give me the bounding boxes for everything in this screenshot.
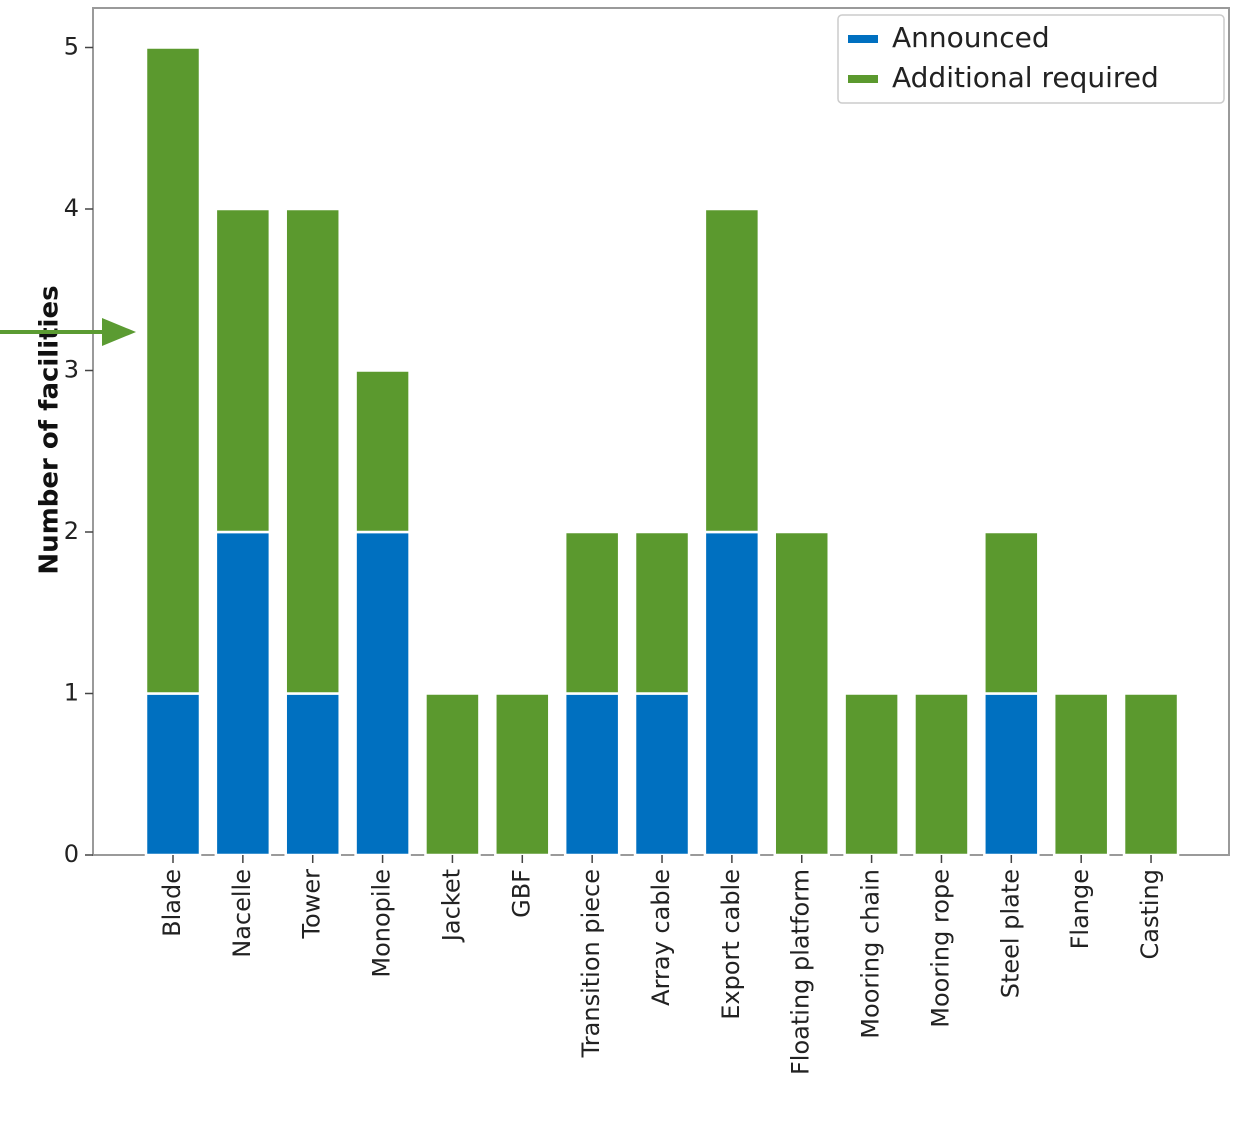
x-tick-label: Casting [1136, 869, 1164, 960]
x-tick-label: Array cable [647, 869, 675, 1006]
bar-additional-required-floating-platform [773, 530, 830, 857]
y-tick-label: 5 [64, 33, 79, 61]
arrow-head [102, 318, 136, 346]
bar-additional-required-export-cable [703, 207, 761, 534]
y-tick-label: 4 [64, 194, 79, 222]
bar-additional-required-transition-piece [563, 530, 621, 695]
x-axis-ticks: Blade Nacelle Tower Monopile Jacket GBF Transi… [158, 855, 1164, 1075]
y-tick-label: 3 [64, 356, 79, 384]
bar-additional-required-gbf [494, 692, 551, 857]
bar-additional-required-nacelle [214, 207, 272, 534]
bar-announced-transition-piece [563, 692, 621, 857]
y-tick-label: 1 [64, 679, 79, 707]
bar-additional-required-casting [1122, 692, 1180, 857]
legend-entry-label: Announced [892, 21, 1050, 54]
bar-additional-required-tower [284, 207, 341, 695]
x-tick-label: Steel plate [996, 869, 1024, 998]
x-tick-label: Transition piece [577, 869, 605, 1058]
bar-additional-required-mooring-chain [843, 692, 900, 857]
bar-announced-monopile [354, 530, 411, 857]
bar-announced-export-cable [703, 530, 761, 857]
legend-swatch [848, 75, 878, 83]
bar-announced-array-cable [633, 692, 691, 857]
bars [144, 46, 1180, 857]
x-tick-label: Mooring chain [857, 869, 885, 1039]
y-tick-label: 0 [64, 840, 79, 868]
x-tick-label: Floating platform [787, 869, 815, 1075]
bar-additional-required-jacket [424, 692, 481, 857]
x-tick-label: Monopile [368, 869, 396, 978]
x-tick-label: Tower [298, 869, 326, 940]
x-tick-label: Flange [1066, 869, 1094, 949]
bar-additional-required-mooring-rope [913, 692, 970, 857]
bar-additional-required-array-cable [633, 530, 691, 695]
x-tick-label: Export cable [717, 869, 745, 1020]
x-tick-label: Nacelle [228, 869, 256, 958]
bar-additional-required-steel-plate [983, 530, 1040, 695]
y-tick-label: 2 [64, 517, 79, 545]
bar-announced-nacelle [214, 530, 272, 857]
y-axis-label: Number of facilities [35, 285, 65, 574]
y-axis-ticks: 0 1 2 3 4 5 [64, 33, 93, 868]
legend-frame [837, 14, 1225, 104]
bar-announced-tower [284, 692, 341, 857]
bar-additional-required-monopile [354, 369, 411, 534]
bar-additional-required-blade [144, 46, 202, 695]
legend: Announced Additional required [837, 14, 1225, 104]
annotation-arrow [0, 318, 136, 346]
bar-announced-blade [144, 692, 202, 857]
bar-announced-steel-plate [983, 692, 1040, 857]
x-tick-label: GBF [507, 869, 535, 918]
x-tick-label: Mooring rope [926, 869, 954, 1028]
legend-swatch [848, 35, 878, 43]
x-tick-label: Blade [158, 869, 186, 937]
x-tick-label: Jacket [437, 869, 465, 943]
bar-additional-required-flange [1052, 692, 1110, 857]
legend-entry-label: Additional required [892, 61, 1159, 94]
